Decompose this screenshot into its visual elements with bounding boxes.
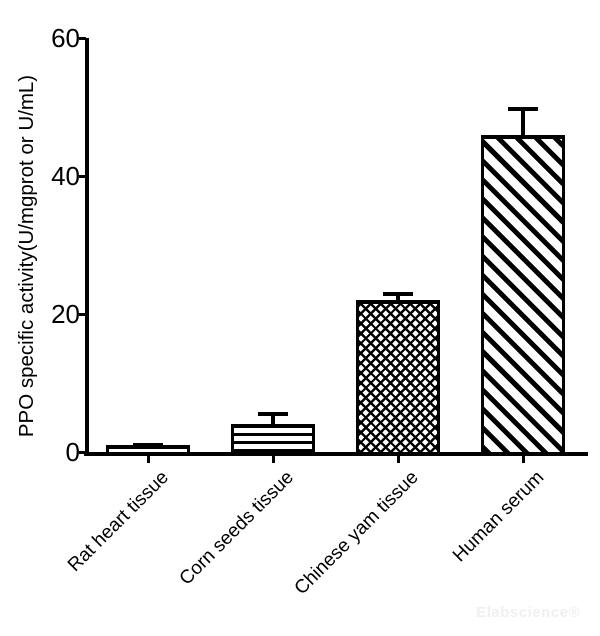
y-axis-label: PPO specific activity(U/mgprot or U/mL) [15,74,38,438]
error-bar-stem [271,411,275,429]
watermark: Elabscience® [476,604,580,621]
error-bar-cap [383,291,413,296]
y-axis-line [85,38,89,456]
x-tick [521,456,525,463]
bar [481,134,565,452]
y-tick-label: 0 [65,437,80,467]
category-label: Human serum [448,467,548,567]
y-tick [79,450,86,454]
y-tick-label: 20 [51,299,80,329]
error-bar-stem [396,291,400,305]
bar [106,445,190,452]
bar [356,300,440,452]
y-tick [79,312,86,316]
x-axis-line [84,452,588,456]
y-tick-label: 40 [51,161,80,191]
x-tick [271,456,275,463]
bar [231,424,315,452]
error-bar-cap [258,411,288,416]
y-tick [79,174,86,178]
error-bar-stem [521,107,525,139]
x-tick [396,456,400,463]
y-tick [79,36,86,40]
y-tick-label: 60 [51,23,80,53]
category-label: Chinese yam tissue [290,467,423,600]
error-bar-cap [508,107,538,111]
error-bar-cap [133,443,163,448]
category-label: Corn seeds tissue [175,467,298,590]
category-label: Rat heart tissue [63,467,173,576]
x-tick [146,456,150,463]
